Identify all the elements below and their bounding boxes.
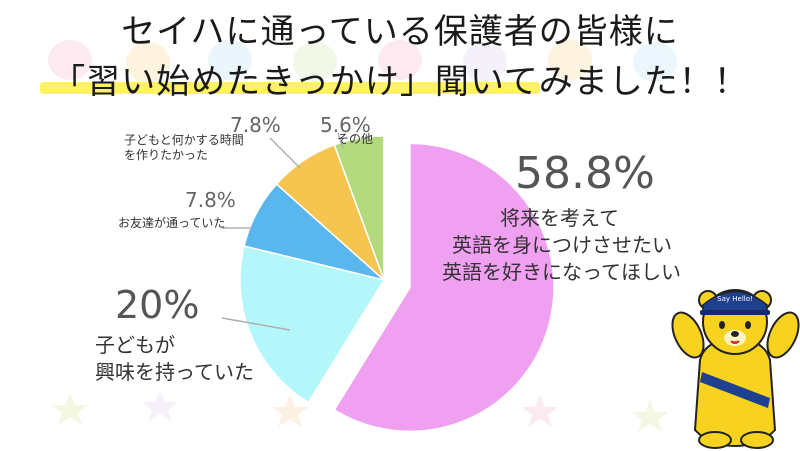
mascot-arm: [766, 311, 800, 359]
star-icon: [632, 400, 668, 432]
star-icon: [272, 395, 308, 427]
leader-line: [221, 317, 291, 331]
slice-category-label: その他: [337, 132, 374, 146]
slice-category-label: 興味を持っていた: [95, 360, 254, 384]
leader-line: [337, 132, 344, 149]
slice-category-label: 将来を考えて: [500, 206, 619, 230]
title-highlight: [40, 82, 540, 94]
star-icon: [522, 395, 558, 427]
title-line-2: 「習い始めたきっかけ」聞いてみました！！: [51, 62, 749, 102]
slice-value-label: 58.8%: [515, 148, 655, 199]
star-icon: [52, 393, 88, 425]
slice-category-label: お友達が通っていた: [118, 216, 226, 230]
mascot-sash: [700, 372, 770, 408]
slice-value-label: 7.8%: [230, 113, 281, 137]
slice-value-label: 7.8%: [185, 188, 236, 212]
mascot-cap-text: Say Hello!: [717, 295, 753, 303]
mascot-cap: [702, 290, 768, 313]
star-icon: [142, 390, 178, 422]
slice-category-label: 英語を身につけさせたい: [452, 233, 672, 257]
slice-value-label: 20%: [115, 283, 200, 327]
background-logo: [48, 40, 677, 82]
slice-category-label: を作りたかった: [124, 148, 209, 162]
pie-slice: [239, 245, 386, 404]
title-line-1: セイハに通っている保護者の皆様に: [121, 12, 679, 52]
mascot-arm: [671, 311, 705, 359]
slice-category-label: 子どもが: [95, 333, 175, 357]
leader-line: [269, 137, 301, 169]
slice-category-label: 英語を好きになってほしい: [442, 260, 681, 284]
pie-slice: [333, 142, 555, 433]
slice-value-label: 5.6%: [320, 113, 371, 137]
slice-category-label: 子どもと何かする時間: [124, 133, 244, 147]
pie-slice: [333, 135, 385, 281]
